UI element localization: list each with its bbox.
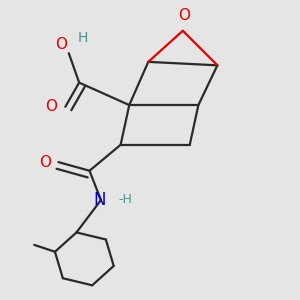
Text: O: O	[39, 154, 51, 169]
Text: O: O	[55, 37, 67, 52]
Text: H: H	[77, 31, 88, 45]
Text: O: O	[45, 99, 57, 114]
Text: O: O	[178, 8, 190, 23]
Text: N: N	[93, 191, 105, 209]
Text: -H: -H	[118, 193, 132, 206]
